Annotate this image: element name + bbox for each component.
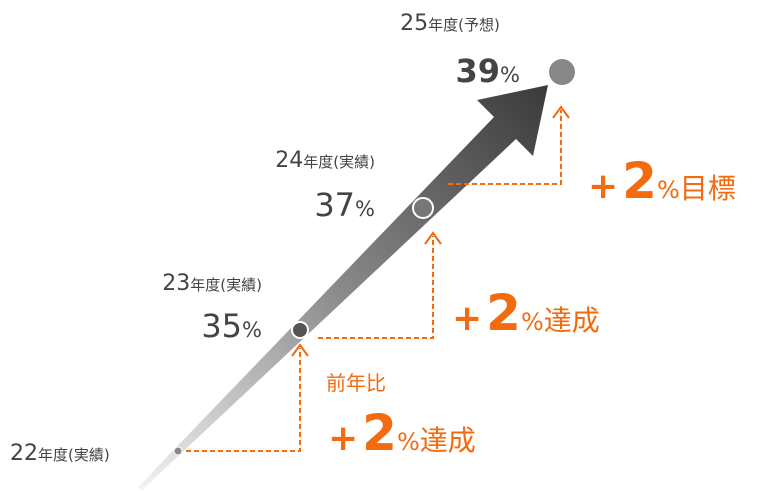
unit: %	[397, 428, 420, 456]
unit: %	[657, 176, 680, 204]
status: 達成	[420, 424, 476, 457]
year: 23	[162, 271, 190, 296]
point-label: 23年度(実績)	[162, 271, 262, 296]
step-value: 2	[622, 152, 657, 210]
arrowhead	[552, 105, 570, 119]
sign: +	[328, 418, 358, 459]
step-label: +2%目標	[588, 152, 736, 210]
rate-label: 39%	[456, 52, 521, 90]
point	[173, 446, 183, 456]
year: 24	[275, 148, 303, 173]
step-connector	[186, 348, 301, 452]
year: 25	[400, 11, 428, 36]
sign: +	[452, 298, 482, 339]
trend-arrow	[138, 85, 548, 490]
sign: +	[588, 166, 618, 207]
year: 22	[10, 441, 38, 466]
rate: 37	[314, 186, 355, 224]
step-value: 2	[486, 284, 521, 342]
unit: %	[355, 197, 375, 221]
point-label: 24年度(実績)	[275, 148, 375, 173]
period: 年度(実績)	[38, 446, 110, 464]
step-note: 前年比	[326, 371, 386, 395]
arrowhead	[424, 231, 442, 245]
rate-label: 37%	[314, 186, 375, 224]
unit: %	[500, 63, 520, 87]
rate: 39	[456, 52, 501, 90]
point	[549, 59, 575, 85]
unit: %	[521, 308, 544, 336]
status: 達成	[544, 304, 600, 337]
arrowhead	[291, 343, 309, 357]
period: 年度(予想)	[428, 16, 500, 34]
period: 年度(実績)	[303, 153, 375, 171]
rate-label: 35%	[201, 307, 262, 345]
step-connector	[318, 236, 434, 339]
step-connector	[448, 110, 562, 185]
point-label: 25年度(予想)	[400, 11, 500, 36]
step-label: +2%達成	[328, 404, 476, 462]
point	[291, 321, 309, 339]
step-label: +2%達成	[452, 284, 600, 342]
unit: %	[242, 318, 262, 342]
status: 目標	[680, 172, 736, 205]
point	[412, 197, 434, 219]
step-value: 2	[362, 404, 397, 462]
point-label: 22年度(実績)	[10, 441, 110, 466]
period: 年度(実績)	[190, 276, 262, 294]
rate: 35	[201, 307, 242, 345]
